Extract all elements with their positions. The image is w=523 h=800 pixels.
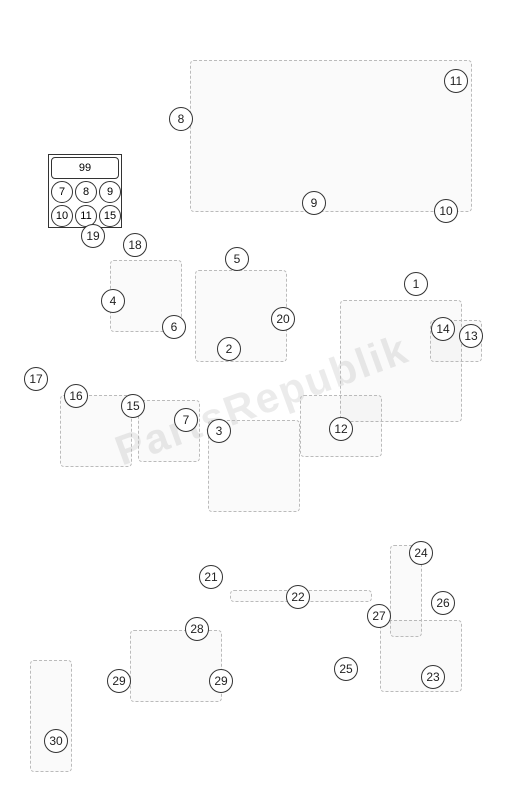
callout-12: 12 bbox=[329, 417, 353, 441]
callout-13: 13 bbox=[459, 324, 483, 348]
callout-18: 18 bbox=[123, 233, 147, 257]
callout-10: 10 bbox=[434, 199, 458, 223]
callout-7: 7 bbox=[174, 408, 198, 432]
callout-9: 9 bbox=[302, 191, 326, 215]
legend-cell: 7 bbox=[51, 181, 73, 203]
callout-11: 11 bbox=[444, 69, 468, 93]
callout-6: 6 bbox=[162, 315, 186, 339]
legend-cell: 10 bbox=[51, 205, 73, 227]
legend-cell: 99 bbox=[51, 157, 119, 179]
callout-15: 15 bbox=[121, 394, 145, 418]
callout-29a: 29 bbox=[107, 669, 131, 693]
callout-25: 25 bbox=[334, 657, 358, 681]
callout-27: 27 bbox=[367, 604, 391, 628]
callout-21: 21 bbox=[199, 565, 223, 589]
callout-24: 24 bbox=[409, 541, 433, 565]
callout-20: 20 bbox=[271, 307, 295, 331]
legend-cell: 15 bbox=[99, 205, 121, 227]
callout-19: 19 bbox=[81, 224, 105, 248]
callout-3: 3 bbox=[207, 419, 231, 443]
part-clutch-plate-stack bbox=[190, 60, 472, 212]
exploded-diagram-page: PartsRepublik 99 7 8 9 10 11 15 12345678… bbox=[0, 0, 523, 800]
callout-17: 17 bbox=[24, 367, 48, 391]
legend-cell: 9 bbox=[99, 181, 121, 203]
callout-16: 16 bbox=[64, 384, 88, 408]
callout-29b: 29 bbox=[209, 669, 233, 693]
legend-cell: 8 bbox=[75, 181, 97, 203]
callout-8: 8 bbox=[169, 107, 193, 131]
callout-1: 1 bbox=[404, 272, 428, 296]
callout-26: 26 bbox=[431, 591, 455, 615]
legend-box: 99 7 8 9 10 11 15 bbox=[48, 154, 122, 228]
callout-14: 14 bbox=[431, 317, 455, 341]
callout-2: 2 bbox=[217, 337, 241, 361]
part-syringe-tool bbox=[30, 660, 72, 772]
callout-22: 22 bbox=[286, 585, 310, 609]
callout-30: 30 bbox=[44, 729, 68, 753]
callout-28: 28 bbox=[185, 617, 209, 641]
callout-5: 5 bbox=[225, 247, 249, 271]
callout-23: 23 bbox=[421, 665, 445, 689]
part-actuator-lever bbox=[130, 630, 222, 702]
callout-4: 4 bbox=[101, 289, 125, 313]
